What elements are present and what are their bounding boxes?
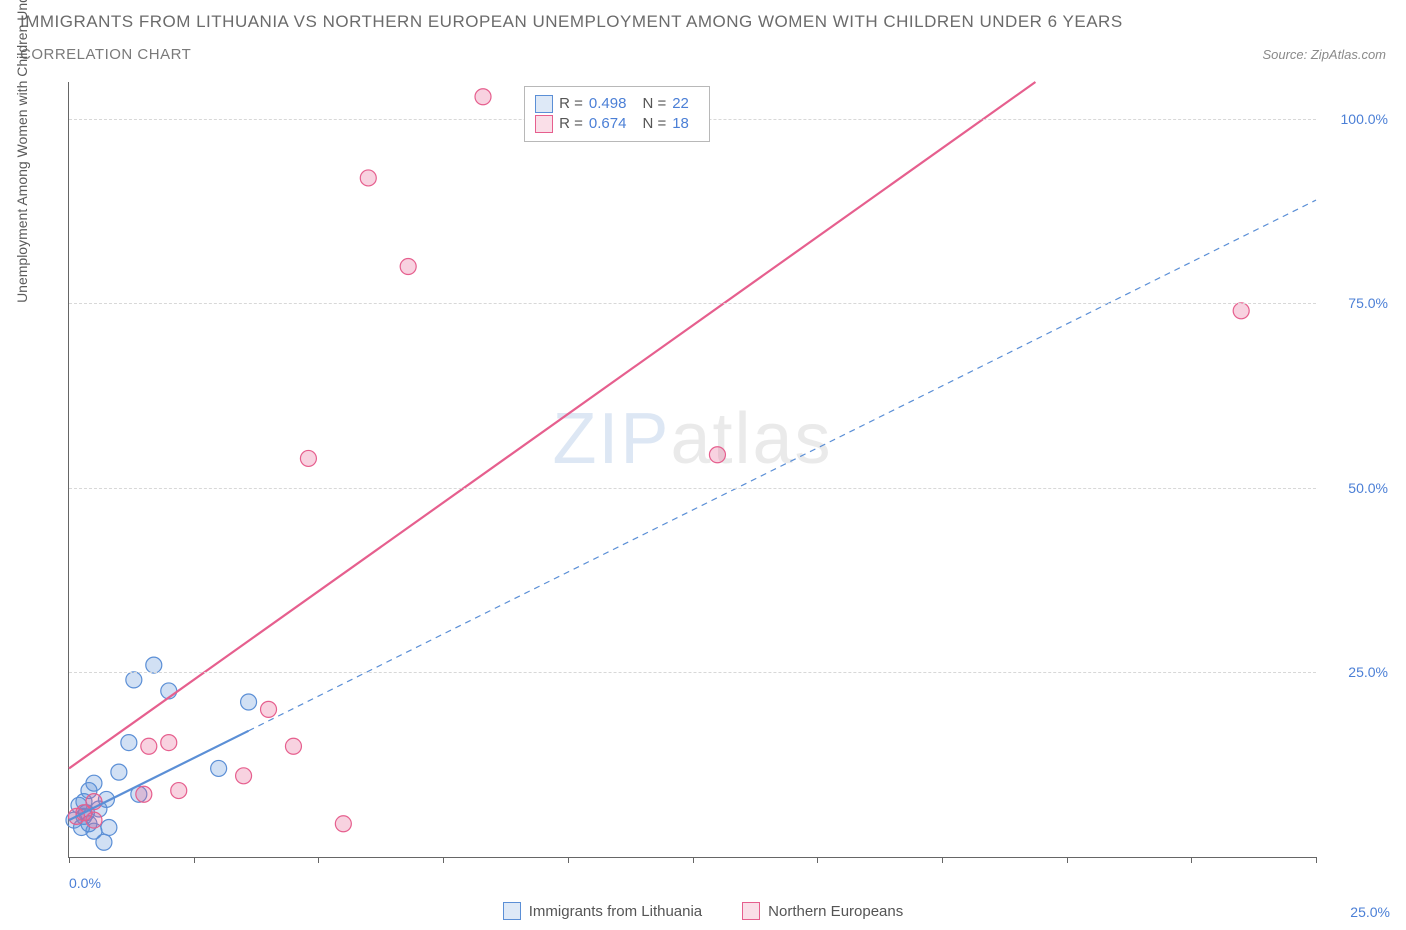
scatter-point <box>475 89 491 105</box>
legend-label: Northern Europeans <box>768 903 903 920</box>
chart-container: Unemployment Among Women with Children U… <box>48 82 1316 878</box>
y-tick-label: 75.0% <box>1348 295 1388 311</box>
scatter-point <box>335 816 351 832</box>
scatter-point <box>121 735 137 751</box>
legend-swatch <box>535 95 553 113</box>
subtitle-row: CORRELATION CHART Source: ZipAtlas.com <box>20 46 1386 63</box>
x-tick <box>817 857 818 863</box>
x-tick <box>1316 857 1317 863</box>
stat-r-label: R = <box>559 95 583 112</box>
y-tick-label: 25.0% <box>1348 664 1388 680</box>
chart-title: IMMIGRANTS FROM LITHUANIA VS NORTHERN EU… <box>20 12 1386 32</box>
stat-n-label: N = <box>642 115 666 132</box>
scatter-point <box>141 738 157 754</box>
x-tick <box>69 857 70 863</box>
scatter-point <box>171 783 187 799</box>
trend-line <box>69 82 1035 768</box>
x-max-label: 25.0% <box>1350 904 1390 920</box>
scatter-point <box>136 786 152 802</box>
scatter-point <box>241 694 257 710</box>
chart-header: IMMIGRANTS FROM LITHUANIA VS NORTHERN EU… <box>0 0 1406 63</box>
scatter-point <box>211 760 227 776</box>
scatter-point <box>300 450 316 466</box>
plot-svg <box>69 82 1316 857</box>
legend-swatch <box>535 115 553 133</box>
stat-n-label: N = <box>642 95 666 112</box>
x-origin-label: 0.0% <box>69 875 101 891</box>
x-tick <box>443 857 444 863</box>
correlation-row: R = 0.498 N = 22 <box>535 95 699 113</box>
legend-label: Immigrants from Lithuania <box>529 903 702 920</box>
scatter-point <box>285 738 301 754</box>
bottom-legend: Immigrants from Lithuania Northern Europe… <box>0 902 1406 920</box>
legend-item: Northern Europeans <box>742 902 903 920</box>
gridline-h <box>69 488 1316 489</box>
x-tick <box>942 857 943 863</box>
gridline-h <box>69 303 1316 304</box>
scatter-point <box>111 764 127 780</box>
scatter-point <box>261 701 277 717</box>
trend-line-dashed <box>249 200 1316 731</box>
correlation-box: R = 0.498 N = 22 R = 0.674 N = 18 <box>524 86 710 142</box>
stat-n-value: 22 <box>672 95 689 112</box>
scatter-point <box>161 735 177 751</box>
legend-swatch <box>503 902 521 920</box>
scatter-point <box>236 768 252 784</box>
scatter-point <box>146 657 162 673</box>
scatter-point <box>126 672 142 688</box>
chart-source: Source: ZipAtlas.com <box>1262 47 1386 62</box>
scatter-point <box>360 170 376 186</box>
scatter-point <box>86 775 102 791</box>
scatter-point <box>101 819 117 835</box>
stat-n-value: 18 <box>672 115 689 132</box>
stat-r-label: R = <box>559 115 583 132</box>
correlation-row: R = 0.674 N = 18 <box>535 115 699 133</box>
gridline-h <box>69 672 1316 673</box>
x-tick <box>693 857 694 863</box>
scatter-point <box>1233 303 1249 319</box>
legend-item: Immigrants from Lithuania <box>503 902 702 920</box>
legend-swatch <box>742 902 760 920</box>
chart-subtitle: CORRELATION CHART <box>20 46 191 63</box>
x-tick <box>1067 857 1068 863</box>
scatter-point <box>96 834 112 850</box>
x-tick <box>318 857 319 863</box>
scatter-point <box>86 812 102 828</box>
stat-r-value: 0.498 <box>589 95 627 112</box>
x-tick <box>568 857 569 863</box>
stat-r-value: 0.674 <box>589 115 627 132</box>
scatter-point <box>709 447 725 463</box>
plot-area: ZIPatlas 25.0%50.0%75.0%100.0%0.0%R =0.4… <box>68 82 1316 858</box>
y-tick-label: 100.0% <box>1341 111 1388 127</box>
x-tick <box>194 857 195 863</box>
scatter-point <box>400 259 416 275</box>
y-tick-label: 50.0% <box>1348 480 1388 496</box>
x-tick <box>1191 857 1192 863</box>
y-axis-label: Unemployment Among Women with Children U… <box>14 0 30 303</box>
